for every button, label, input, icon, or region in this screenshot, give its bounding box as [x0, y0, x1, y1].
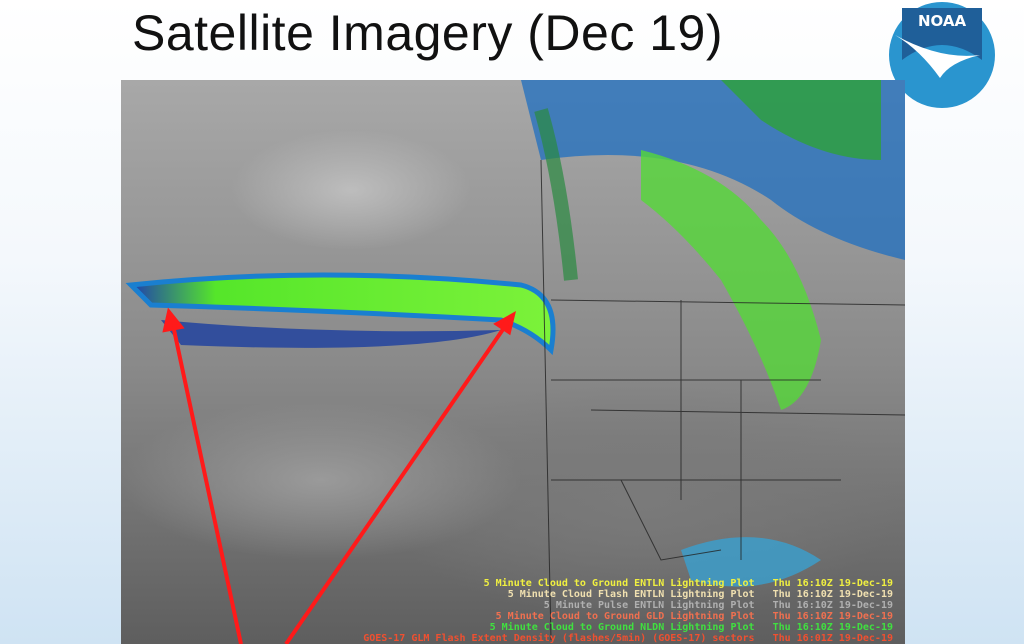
slide-title: Satellite Imagery (Dec 19) — [132, 5, 724, 61]
legend-line: 5 Minute Cloud to Ground ENTLN Lightning… — [483, 578, 893, 589]
cloud-systems — [125, 80, 905, 641]
legend-line: 5 Minute Cloud to Ground GLD Lightning P… — [495, 611, 893, 622]
legend-line: 5 Minute Pulse ENTLN Lightning Plot Thu … — [543, 600, 893, 611]
annotation-arrows — [162, 307, 516, 644]
lightning-legend: 5 Minute Cloud to Ground ENTLN Lightning… — [363, 578, 893, 644]
legend-line: GOES-17 GLM Flash Extent Density (flashe… — [363, 633, 893, 644]
noaa-logo: NOAA — [889, 2, 995, 108]
legend-line: 5 Minute Cloud Flash ENTLN Lightning Plo… — [507, 589, 893, 600]
logo-text: NOAA — [918, 12, 967, 30]
legend-line: 5 Minute Cloud to Ground NLDN Lightning … — [489, 622, 893, 633]
satellite-image: 5 Minute Cloud to Ground ENTLN Lightning… — [121, 80, 905, 644]
